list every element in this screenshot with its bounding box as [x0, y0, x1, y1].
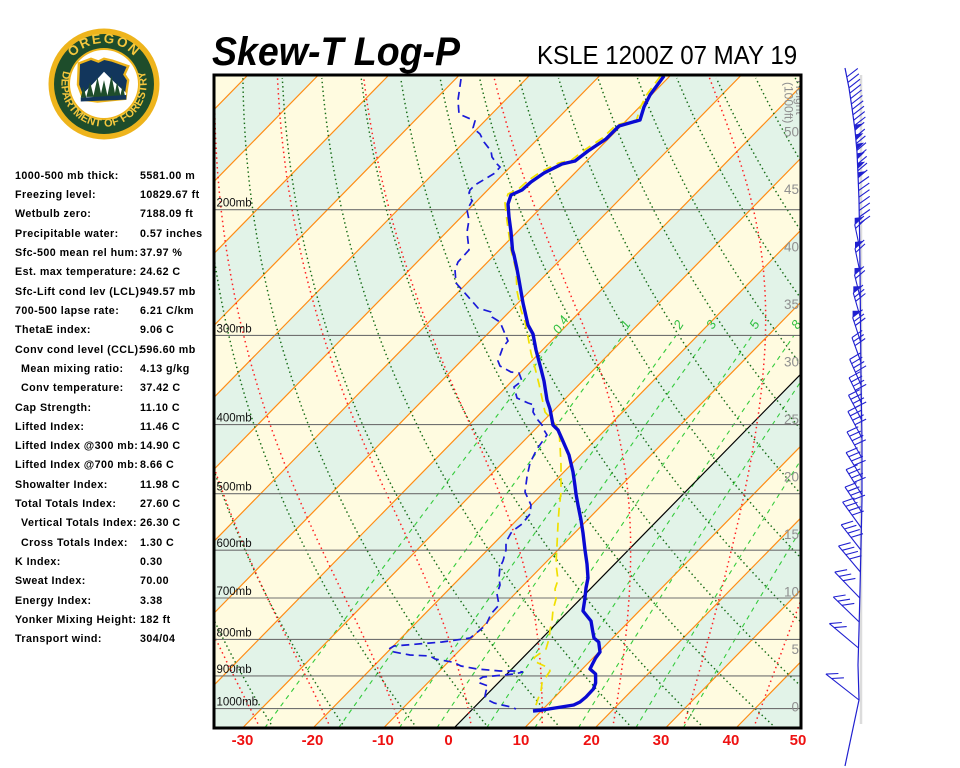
svg-text:40: 40	[723, 732, 740, 749]
svg-text:10: 10	[784, 585, 799, 600]
svg-text:20: 20	[583, 732, 600, 749]
svg-text:400mb: 400mb	[217, 413, 252, 425]
svg-text:300mb: 300mb	[217, 323, 252, 335]
svg-text:1000mb: 1000mb	[217, 697, 259, 709]
svg-text:20: 20	[784, 470, 799, 485]
svg-text:-30: -30	[232, 732, 254, 749]
svg-text:10: 10	[513, 732, 530, 749]
svg-text:0: 0	[444, 732, 452, 749]
svg-text:50: 50	[784, 125, 799, 140]
svg-text:40: 40	[784, 240, 799, 255]
svg-text:700mb: 700mb	[217, 586, 252, 598]
svg-text:0: 0	[791, 700, 799, 715]
svg-text:500mb: 500mb	[217, 482, 252, 494]
svg-text:200mb: 200mb	[217, 198, 252, 210]
svg-text:25: 25	[784, 412, 799, 427]
svg-text:Height: Height	[793, 80, 807, 115]
svg-text:900mb: 900mb	[217, 664, 252, 676]
svg-text:800mb: 800mb	[217, 627, 252, 639]
svg-text:50: 50	[790, 732, 807, 749]
svg-text:600mb: 600mb	[217, 538, 252, 550]
svg-text:45: 45	[784, 182, 799, 197]
svg-text:30: 30	[653, 732, 670, 749]
svg-text:-10: -10	[372, 732, 394, 749]
svg-text:(1000ft): (1000ft)	[782, 82, 796, 123]
svg-text:30: 30	[784, 355, 799, 370]
svg-text:15: 15	[784, 527, 799, 542]
svg-text:35: 35	[784, 297, 799, 312]
svg-text:-20: -20	[302, 732, 324, 749]
svg-text:5: 5	[791, 642, 799, 657]
